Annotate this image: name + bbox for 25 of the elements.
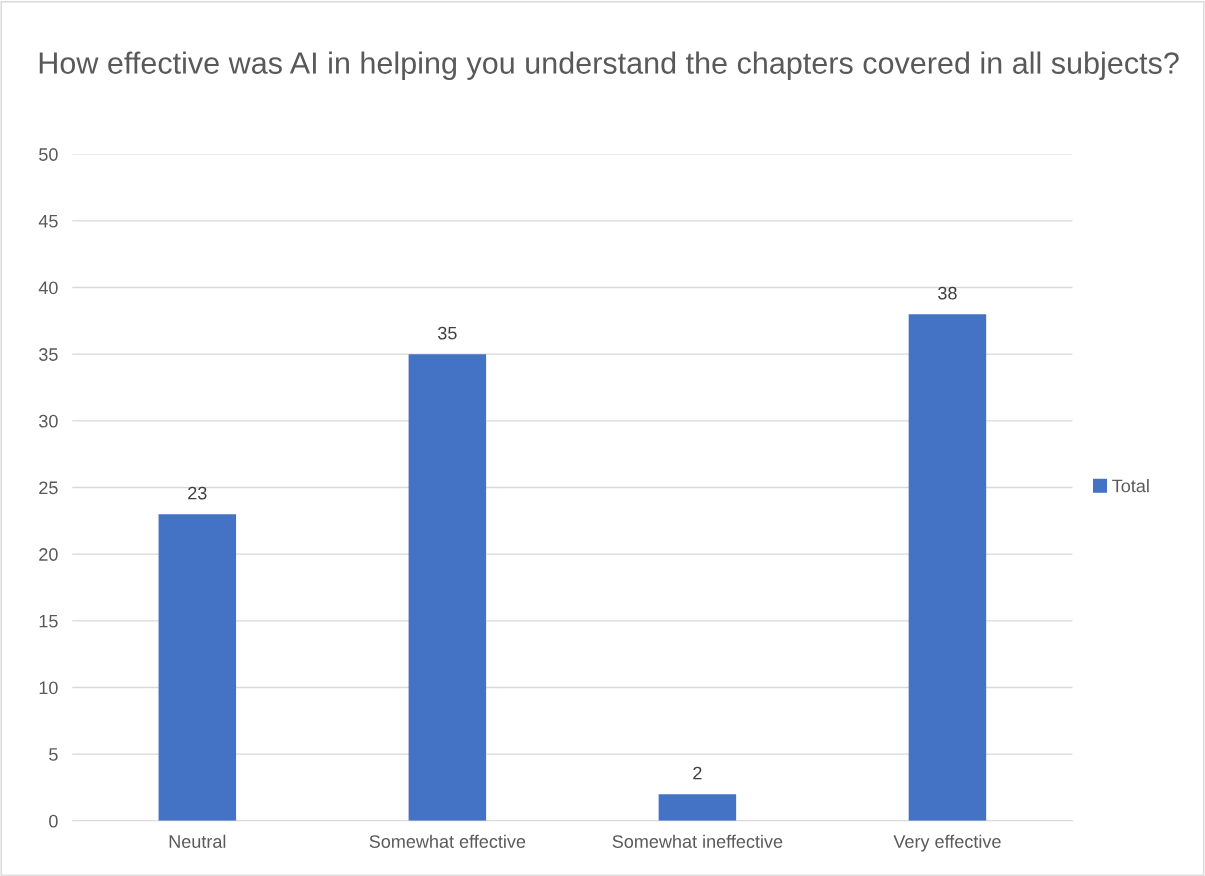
y-tick-label: 15: [39, 614, 58, 628]
chart-title: How effective was AI in helping you understand the chapters covered in all subjects?: [39, 51, 1179, 80]
y-tick-label: 35: [39, 348, 58, 361]
bar: [908, 314, 987, 821]
y-tick-label: 5: [49, 748, 58, 761]
x-tick-label: Very effective: [893, 834, 1001, 852]
x-tick-label: Somewhat effective: [369, 834, 526, 848]
y-tick-label: 40: [38, 281, 58, 295]
y-tick-label: 0: [49, 814, 58, 828]
data-label: 38: [938, 286, 957, 300]
data-label: 2: [693, 766, 702, 780]
y-tick-label: 25: [39, 481, 58, 495]
y-tick-label: 10: [39, 681, 58, 695]
data-label: 23: [188, 486, 207, 500]
y-tick-label: 20: [39, 548, 58, 561]
y-tick-label: 30: [39, 414, 58, 428]
bar: [408, 354, 487, 821]
bar: [158, 514, 237, 821]
x-tick-label: Somewhat ineffective: [612, 834, 783, 848]
x-tick-label: Neutral: [169, 834, 226, 848]
y-tick-label: 45: [38, 214, 58, 228]
data-label: 35: [438, 326, 457, 340]
bar: [658, 794, 737, 821]
legend-label: Total: [1112, 479, 1149, 493]
y-tick-label: 50: [39, 148, 58, 161]
